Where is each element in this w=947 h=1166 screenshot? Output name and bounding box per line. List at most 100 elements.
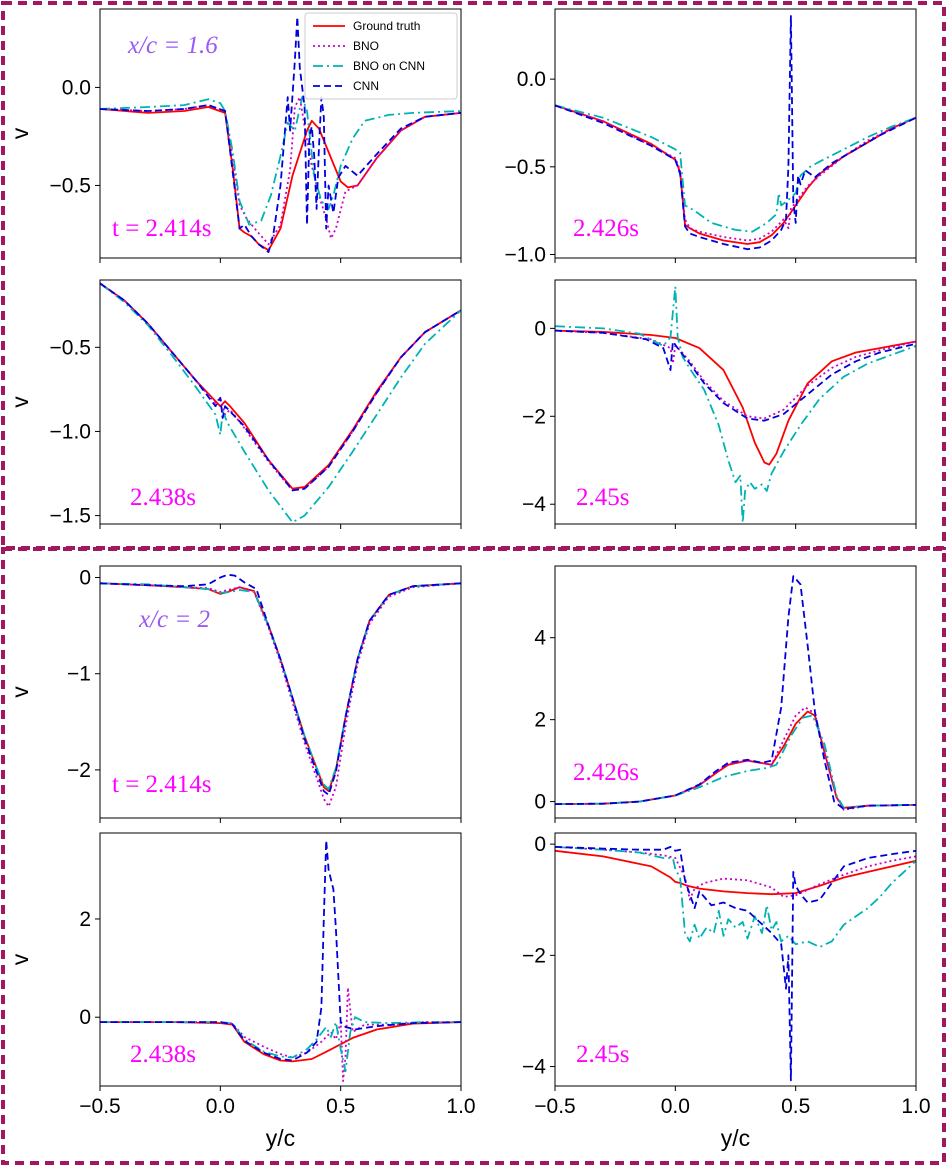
x-tick-label: 0.0 xyxy=(661,1095,690,1118)
y-tick-label: 2 xyxy=(79,908,91,931)
series-line-bno-on-cnn xyxy=(555,714,916,809)
series-group xyxy=(100,282,461,524)
y-tick-label: 0 xyxy=(79,567,91,590)
y-tick-label: 0.0 xyxy=(517,68,546,91)
series-line-cnn xyxy=(555,15,916,251)
x-tick-label: 1.0 xyxy=(446,1095,475,1118)
panel-6: 0 2 4 2.426s xyxy=(534,565,917,823)
time-label: t = 2.414s xyxy=(112,771,212,798)
series-line-bno-on-cnn xyxy=(555,846,916,948)
frame-bottom-group xyxy=(1,547,946,1165)
y-axis-label: v xyxy=(7,686,33,698)
axes-frame xyxy=(99,279,462,525)
series-group xyxy=(100,15,461,253)
series-line-bno xyxy=(555,104,916,242)
panel-3: −0.5 −1.0 −1.5 v 2.438s xyxy=(7,279,462,529)
x-tick-label: −0.5 xyxy=(79,1095,120,1118)
y-tick-label: −4 xyxy=(522,1056,546,1079)
series-group xyxy=(555,575,916,811)
series-line-bno xyxy=(100,282,461,492)
y-axis-label: v xyxy=(7,396,33,408)
y-tick-label: 0.0 xyxy=(62,76,91,99)
y-tick-label: −2 xyxy=(522,944,546,967)
y-tick-label: −2 xyxy=(67,759,91,782)
panel-2: 0.0 −0.5 −1.0 2.426s xyxy=(505,8,917,266)
x-axis-label: y/c xyxy=(721,1125,750,1151)
series-line-ground-truth xyxy=(555,849,916,896)
y-tick-label: −1.5 xyxy=(50,505,91,528)
series-line-cnn xyxy=(100,839,461,1062)
x-tick-label: 0.5 xyxy=(781,1095,810,1118)
panel-1: 0.0 −0.5 v t = 2.414s x/c = 1.6 Ground truth B… xyxy=(7,8,462,263)
axes-frame xyxy=(554,8,917,259)
panel-8: −0.5 0.0 0.5 1.0 0 −2 −4 y/c 2.45s xyxy=(522,832,931,1151)
series-line-ground-truth xyxy=(555,329,916,466)
time-label: 2.438s xyxy=(130,484,196,511)
series-line-bno-on-cnn xyxy=(100,1016,461,1073)
time-label: t = 2.414s xyxy=(112,215,212,242)
time-label: 2.45s xyxy=(576,484,629,511)
legend-label: BNO xyxy=(353,39,379,53)
axes-frame xyxy=(99,8,462,259)
time-label: 2.426s xyxy=(573,215,639,242)
y-tick-label: 0 xyxy=(79,1006,91,1029)
x-tick-label: 0.5 xyxy=(326,1095,355,1118)
time-label: 2.45s xyxy=(576,1041,629,1068)
frame-top-group xyxy=(1,1,946,550)
series-line-cnn xyxy=(555,846,916,1082)
y-tick-label: −0.5 xyxy=(50,174,91,197)
series-line-cnn xyxy=(100,282,461,492)
series-line-cnn xyxy=(100,15,461,253)
y-tick-label: −0.5 xyxy=(505,156,546,179)
panel-5: 0 −1 −2 v t = 2.414s x/c = 2 xyxy=(7,565,462,823)
y-axis-label: v xyxy=(7,953,33,965)
axes-frame xyxy=(554,279,917,525)
time-label: 2.426s xyxy=(573,759,639,786)
location-label: x/c = 1.6 xyxy=(127,32,218,59)
y-tick-label: 4 xyxy=(534,627,546,650)
y-tick-label: 0 xyxy=(534,833,546,856)
series-line-bno-on-cnn xyxy=(100,282,461,524)
x-axis-label: y/c xyxy=(266,1125,295,1151)
series-line-bno-on-cnn xyxy=(555,285,916,524)
y-tick-label: 0 xyxy=(534,317,546,340)
series-line-bno-on-cnn xyxy=(100,96,461,226)
panel-4: 0 −2 −4 2.45s xyxy=(522,279,917,529)
panel-7: −0.5 0.0 0.5 1.0 2 0 v y/c 2.438s xyxy=(7,832,476,1151)
series-group xyxy=(100,573,461,808)
y-tick-label: −1.0 xyxy=(50,420,91,443)
y-tick-label: −1.0 xyxy=(505,243,546,266)
series-line-bno xyxy=(100,582,461,808)
legend-box xyxy=(304,12,458,100)
panels: 0.0 −0.5 v t = 2.414s x/c = 1.6 Ground truth B… xyxy=(7,8,931,1151)
y-axis-label: v xyxy=(7,127,33,139)
y-tick-label: −0.5 xyxy=(50,336,91,359)
location-label: x/c = 2 xyxy=(138,606,210,633)
series-line-ground-truth xyxy=(100,1021,461,1063)
series-line-cnn xyxy=(555,329,916,422)
axes-frame xyxy=(99,832,462,1087)
axes-frame xyxy=(99,565,462,819)
y-tick-label: −4 xyxy=(522,493,546,516)
x-tick-label: −0.5 xyxy=(534,1095,575,1118)
legend-label: Ground truth xyxy=(353,19,420,33)
axes-frame xyxy=(554,565,917,819)
legend-label: CNN xyxy=(353,79,379,93)
series-group xyxy=(555,846,916,1082)
x-tick-label: 0.0 xyxy=(206,1095,235,1118)
time-label: 2.438s xyxy=(130,1041,196,1068)
y-tick-label: 0 xyxy=(534,791,546,814)
series-line-cnn xyxy=(100,573,461,796)
series-line-ground-truth xyxy=(100,282,461,490)
y-tick-label: 2 xyxy=(534,709,546,732)
legend-label: BNO on CNN xyxy=(353,59,425,73)
y-tick-label: −2 xyxy=(522,405,546,428)
series-group xyxy=(100,839,461,1082)
axes-frame xyxy=(554,832,917,1087)
series-line-cnn xyxy=(555,575,916,810)
legend: Ground truth BNO BNO on CNN CNN xyxy=(304,12,458,100)
series-group xyxy=(555,15,916,251)
series-group xyxy=(555,285,916,524)
